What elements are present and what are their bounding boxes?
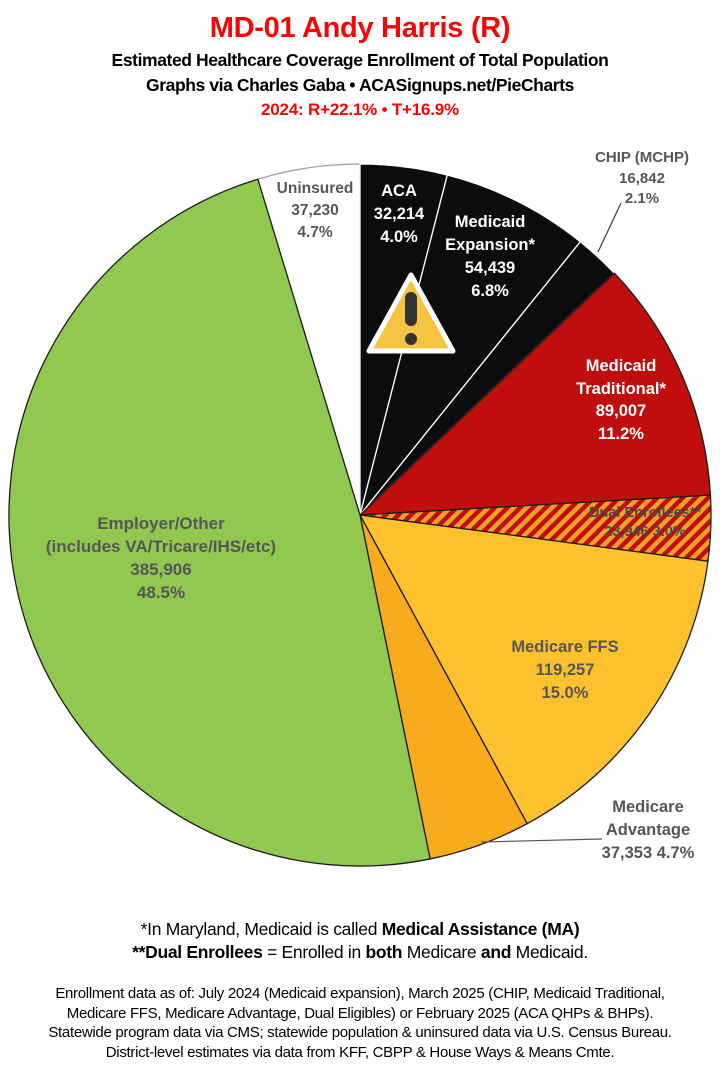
footnote-text: Medicare	[402, 941, 481, 962]
source-line: Medicare FFS, Medicare Advantage, Dual E…	[66, 1004, 654, 1022]
pie-slices-layer	[8, 163, 712, 867]
page-title: MD-01 Andy Harris (R)	[209, 12, 511, 44]
pie-slice-medicaid-expansion	[359, 174, 581, 516]
medicare-advantage-leader-line	[480, 838, 603, 843]
footnote-text-bold: both	[365, 941, 403, 962]
warning-exclamation-bar	[405, 292, 417, 326]
footnote-text-bold: and	[480, 941, 512, 962]
footnote-line-2: **Dual Enrollees = Enrolled in both Medi…	[0, 941, 720, 964]
pie-slice-medicare-ffs	[359, 514, 709, 825]
data-source-block: Enrollment data as of: July 2024 (Medica…	[0, 984, 720, 1062]
chart-subtitle: Estimated Healthcare Coverage Enrollment…	[111, 50, 609, 70]
warning-icon	[366, 272, 456, 354]
footnote-line-1: *In Maryland, Medicaid is called Medical…	[0, 918, 720, 941]
footnote-text: = Enrolled in	[262, 941, 366, 962]
footnote-text-bold: **Dual Enrollees	[132, 941, 263, 962]
footnote-block: *In Maryland, Medicaid is called Medical…	[0, 918, 720, 963]
source-line: District-level estimates via data from K…	[105, 1043, 615, 1061]
partisan-lean-line: 2024: R+22.1% • T+16.9%	[261, 100, 459, 119]
pie-slice-medicaid-traditional	[359, 272, 712, 516]
pie-slice-employer-other	[8, 178, 431, 867]
footnote-text-bold: Medical Assistance (MA)	[381, 919, 580, 939]
chip-leader-line	[597, 202, 622, 253]
warning-exclamation-dot	[405, 333, 417, 345]
attribution-line: Graphs via Charles Gaba • ACASignups.net…	[146, 75, 574, 95]
footnote-text: *In Maryland, Medicaid is called	[140, 919, 382, 939]
source-line: Enrollment data as of: July 2024 (Medica…	[55, 985, 665, 1002]
footnote-text: Medicaid.	[511, 941, 589, 962]
source-line: Statewide program data via CMS; statewid…	[48, 1024, 672, 1041]
